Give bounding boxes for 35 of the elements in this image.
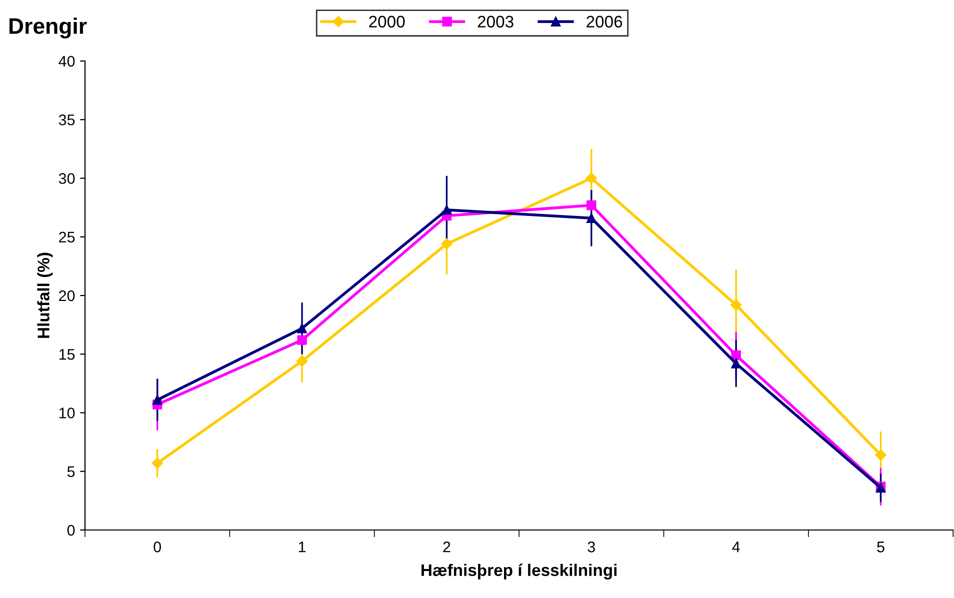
- y-axis-title: Hlutfall (%): [37, 252, 53, 338]
- point: [296, 356, 308, 367]
- point: [731, 358, 741, 368]
- point: [586, 172, 597, 184]
- y-tick-label: 0: [67, 524, 75, 536]
- y-tick-label: 25: [59, 232, 75, 243]
- y-tick-label: 40: [58, 56, 75, 67]
- point: [586, 213, 596, 223]
- x-tick-label: 3: [588, 542, 595, 552]
- point: [152, 394, 162, 405]
- point: [297, 335, 307, 345]
- chart-title: Drengir: [9, 18, 87, 38]
- y-tick-label: 35: [58, 114, 75, 126]
- legend-label: 2006: [586, 16, 622, 28]
- point: [875, 449, 886, 461]
- y-tick-label: 30: [58, 173, 75, 184]
- legend-label: 2003: [478, 16, 514, 28]
- point: [586, 200, 596, 210]
- y-tick-label: 10: [59, 408, 75, 418]
- x-axis-title: Hæfnisþrep í lesskilningi: [422, 564, 617, 580]
- point: [297, 323, 307, 334]
- x-tick-label: 0: [154, 542, 161, 552]
- point: [730, 299, 742, 310]
- x-tick-label: 2: [443, 542, 450, 552]
- y-tick-label: 20: [59, 290, 75, 302]
- point: [441, 238, 452, 250]
- y-tick-label: 15: [59, 349, 75, 360]
- x-tick-label: 5: [877, 542, 884, 552]
- x-tick-label: 4: [732, 542, 740, 552]
- y-tick-label: 5: [67, 466, 75, 478]
- x-tick-label: 1: [298, 542, 306, 552]
- point: [152, 458, 163, 469]
- point: [442, 205, 452, 215]
- legend-label: 2000: [369, 16, 405, 28]
- point: [731, 350, 741, 360]
